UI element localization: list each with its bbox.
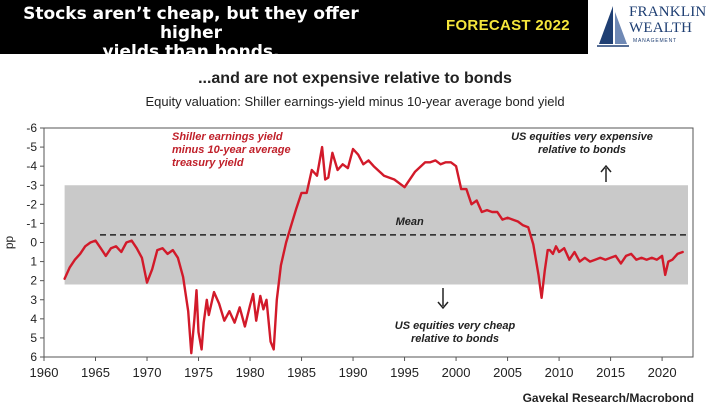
slide-title-line-1: Stocks aren’t cheap, but they offer high… [23, 4, 359, 43]
x-tick-label: 2000 [442, 365, 471, 380]
mean-label: Mean [396, 216, 424, 228]
x-tick-label: 2020 [648, 365, 677, 380]
company-logo: FRANKLIN WEALTH MANAGEMENT [588, 0, 710, 54]
y-tick-label: -6 [26, 121, 37, 135]
up-arrow-head [600, 164, 612, 173]
y-tick-label: -4 [26, 159, 37, 173]
expensive-annotation-line: US equities very expensive [511, 131, 653, 143]
x-tick-label: 1980 [236, 365, 265, 380]
slide-title-line-2: yields than bonds. [102, 42, 280, 62]
header-banner: Stocks aren’t cheap, but they offer high… [0, 0, 710, 62]
expensive-annotation-line: relative to bonds [538, 144, 626, 156]
y-tick-label: 1 [30, 255, 37, 269]
cheap-annotation-line: US equities very cheap [395, 320, 516, 332]
x-tick-label: 1970 [133, 365, 162, 380]
y-tick-label: 3 [30, 293, 37, 307]
chart-subtitle: Equity valuation: Shiller earnings-yield… [145, 94, 565, 109]
series-annotation-line: Shiller earnings yield [172, 131, 283, 143]
series-line [63, 145, 684, 355]
x-tick-label: 1985 [287, 365, 316, 380]
logo-word-franklin: FRANKLIN [629, 4, 707, 20]
y-axis-label: pp [2, 236, 16, 250]
y-tick-label: 6 [30, 350, 37, 364]
y-tick-label: -5 [26, 140, 37, 154]
logo-word-management: MANAGEMENT [633, 38, 677, 44]
y-tick-label: 4 [30, 312, 37, 326]
series-annotation-line: minus 10-year average [172, 144, 291, 156]
y-tick-label: 2 [30, 274, 37, 288]
x-tick-label: 1965 [81, 365, 110, 380]
x-tick-label: 2015 [596, 365, 625, 380]
x-tick-label: 2005 [493, 365, 522, 380]
y-tick-label: -2 [26, 197, 37, 211]
cheap-annotation-line: relative to bonds [411, 333, 499, 345]
forecast-badge: FORECAST 2022 [446, 17, 570, 34]
chart-title: ...and are not expensive relative to bon… [198, 70, 512, 87]
x-tick-label: 1960 [30, 365, 59, 380]
logo-word-wealth: WEALTH [629, 20, 693, 36]
down-arrow-head [437, 301, 449, 310]
y-tick-label: 5 [30, 331, 37, 345]
x-tick-label: 1995 [390, 365, 419, 380]
y-tick-label: 0 [30, 236, 37, 250]
slide-title: Stocks aren’t cheap, but they offer high… [6, 5, 376, 62]
chart-source: Gavekal Research/Macrobond [522, 391, 694, 405]
y-tick-label: -1 [26, 216, 37, 230]
sailboat-icon [597, 6, 629, 47]
series-annotation-line: treasury yield [172, 157, 244, 169]
x-tick-label: 1975 [184, 365, 213, 380]
x-tick-label: 2010 [545, 365, 574, 380]
y-tick-label: -3 [26, 178, 37, 192]
x-tick-label: 1990 [339, 365, 368, 380]
